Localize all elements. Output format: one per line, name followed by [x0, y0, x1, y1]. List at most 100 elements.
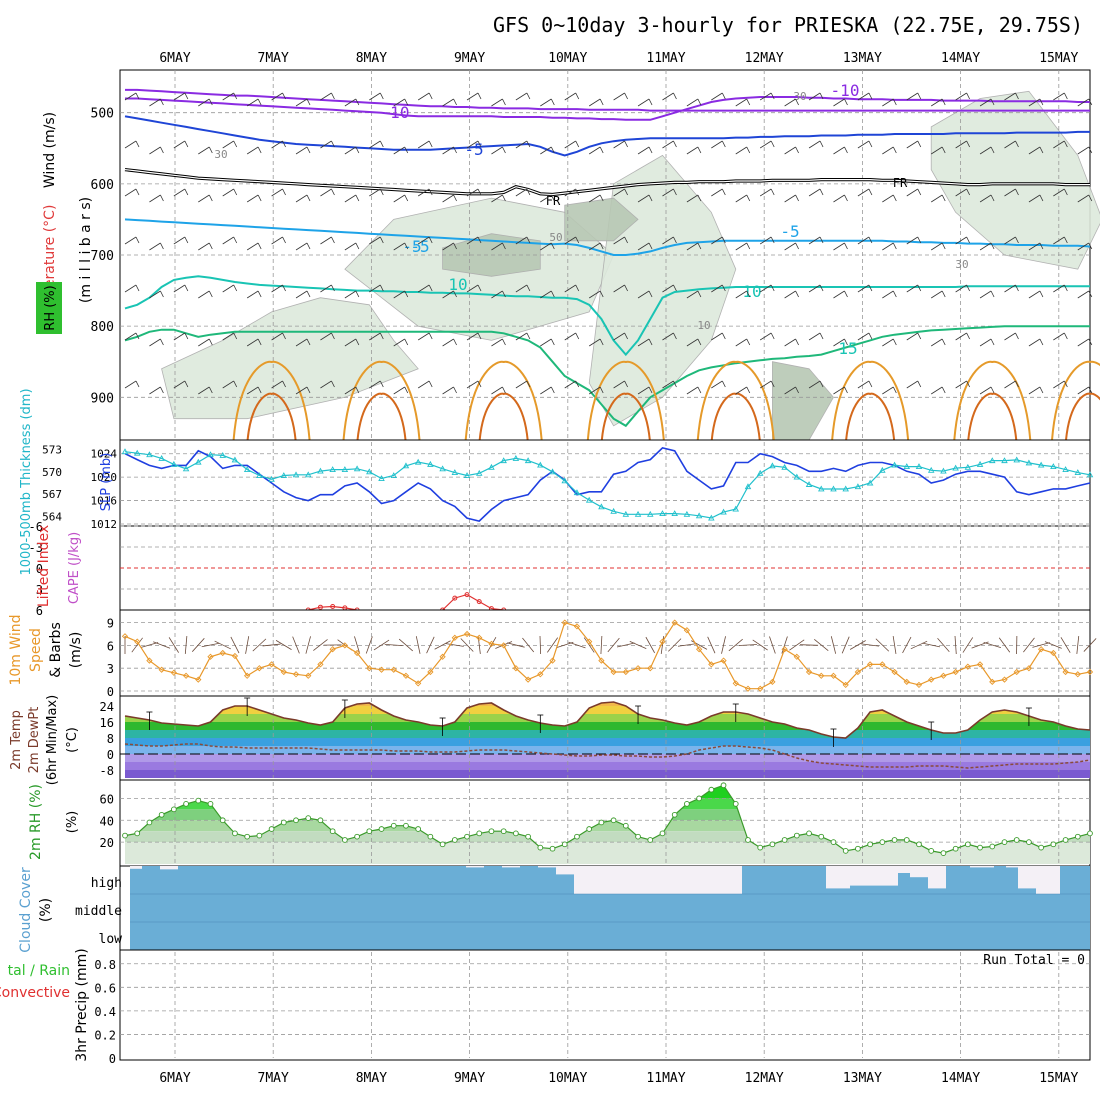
rh-marker [598, 819, 605, 826]
wind-speed-marker [708, 661, 715, 668]
cloud-clear [574, 866, 742, 894]
wind-barb-flag [404, 242, 409, 250]
thickness-marker [781, 463, 788, 470]
wind-speed-marker [1038, 646, 1045, 653]
wind-barb [491, 386, 503, 395]
wind-barb-flag [404, 338, 409, 346]
wind-barb [246, 194, 259, 203]
thickness-marker [463, 472, 471, 478]
wind-barb-flag [233, 188, 238, 196]
wind-barb [637, 98, 650, 107]
wind-barb-flag [160, 194, 164, 202]
wind-barb [1053, 284, 1065, 293]
wind-barb [735, 242, 747, 251]
wind-barb [906, 284, 918, 293]
thickness-marker [744, 483, 752, 490]
rh-marker [293, 817, 299, 824]
wind-speed-marker [976, 661, 984, 668]
wind-barb [833, 194, 845, 203]
rh-marker [977, 844, 983, 851]
thickness-marker [231, 456, 239, 463]
li-tick-label: -6 [29, 520, 43, 534]
date-label-bottom: 13MAY [843, 1071, 882, 1086]
cloud-clear [466, 866, 484, 868]
wind-barb-flag [844, 146, 848, 154]
ylabel-cape: CAPE (J/kg) [67, 532, 82, 604]
thickness-marker [512, 454, 520, 461]
wind-barb [369, 92, 381, 101]
wind-barb-flag [355, 242, 360, 250]
wind-barb-flag [331, 236, 335, 244]
date-label-top: 12MAY [745, 51, 784, 66]
wind-barb-flag [428, 236, 433, 244]
wind-barb [735, 146, 747, 155]
wind-barb [759, 380, 772, 389]
wind-speed-marker [818, 672, 825, 679]
thickness-marker [146, 451, 153, 458]
ylabel-wind10m-c: & Barbs [48, 622, 64, 678]
rh-marker [207, 801, 214, 807]
rh-marker [329, 828, 336, 835]
temp-band [125, 754, 1090, 762]
isotherm [124, 115, 1090, 157]
wind-barb [344, 338, 357, 347]
wind-speed-marker [146, 657, 153, 664]
wind-barb [979, 194, 992, 203]
wind-barb [124, 332, 137, 341]
wind-barb-flag [233, 332, 238, 340]
wind-barb [540, 386, 552, 395]
wind-barb-flag [550, 98, 555, 106]
ylabel-wind: Wind (m/s) [42, 112, 58, 188]
wind-barb [344, 242, 357, 251]
wind-barb [711, 380, 723, 389]
wind-barb-flag [379, 188, 384, 196]
wind10m-barb [738, 644, 757, 646]
wind-barb [808, 284, 821, 293]
wind-barb-flag [673, 332, 677, 340]
wind-barb-flag [721, 92, 726, 100]
wind10m-barb [313, 639, 328, 651]
wind-barb [1028, 386, 1041, 395]
wind-barb [930, 194, 943, 203]
isotherm-warm [953, 360, 1032, 441]
wind-barb [320, 140, 332, 149]
wind-barb-flag [673, 188, 677, 196]
wind-barb [662, 140, 674, 149]
wind-barb-flag [184, 92, 189, 100]
wind10m-barb [131, 637, 143, 653]
wind-barb-flag [1088, 386, 1093, 394]
date-label-bottom: 7MAY [258, 1071, 289, 1086]
thickness-marker [964, 463, 972, 470]
wind10m-barb [814, 639, 829, 651]
thickness-tick-label: 567 [42, 488, 62, 501]
thickness-marker [1086, 471, 1094, 478]
wind-barb [686, 386, 699, 395]
wind-barb-flag [379, 140, 384, 148]
contour-label: 15 [838, 339, 857, 358]
wind-barb [711, 236, 723, 245]
wind-barb-flag [795, 386, 799, 394]
wind10m-barb [191, 638, 205, 652]
wind-barb-flag [306, 242, 311, 250]
wind-barb [662, 380, 674, 389]
wind-barb-flag [673, 140, 677, 148]
wind10m-barb [1083, 638, 1097, 652]
wind-barb-flag [990, 290, 995, 298]
wind-speed-marker [879, 661, 886, 668]
isotherm [125, 88, 1090, 112]
wind-barb-flag [404, 290, 409, 298]
wind-barb-flag [892, 98, 897, 106]
wind-speed-marker [891, 668, 898, 676]
wind-barb-flag [721, 284, 726, 292]
thickness-marker [256, 472, 263, 478]
contour-label: -5 [464, 140, 483, 159]
temp-band [125, 702, 1090, 706]
wind-barb-flag [917, 92, 922, 100]
ylabel-temp2m-a: 2m Temp [9, 710, 24, 770]
wind10m-barb [645, 636, 655, 654]
isotherm-hot [478, 392, 529, 441]
thickness-marker [769, 462, 776, 469]
wind-barb-flag [917, 284, 922, 292]
wind10m-barb [1044, 641, 1062, 649]
cloud-clear [502, 866, 520, 868]
